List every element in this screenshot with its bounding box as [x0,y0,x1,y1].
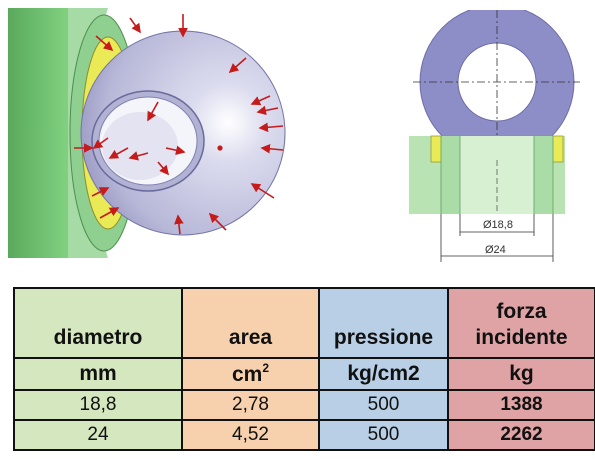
cell-diametro: 24 [13,419,183,451]
header-pressione: pressione [318,287,449,359]
cell-diametro: 18,8 [13,389,183,421]
ball-bore [91,90,205,192]
cell-area: 4,52 [181,419,320,451]
table-row: 24 4,52 500 2262 [13,419,595,451]
units-row: mm cm2 kg/cm2 kg [13,357,595,391]
table-row: 18,8 2,78 500 1388 [13,389,595,421]
dimension-lines [440,214,554,262]
cell-pressione: 500 [318,389,449,421]
ring-top-view [413,10,580,160]
unit-area-exp: 2 [262,361,270,375]
ball-seat-3d-view [8,8,286,258]
unit-area-base: cm [231,363,263,386]
cell-forza: 1388 [447,389,595,421]
cell-pressione: 500 [318,419,449,451]
dim-inner-label: Ø18,8 [483,219,513,231]
ball-seat-section-view: Ø18,8 Ø24 [409,10,580,262]
seat-section [409,135,565,214]
header-forza-incidente: forza incidente [447,287,595,359]
header-forza-line1: forza [496,300,547,323]
unit-pressione: kg/cm2 [318,357,449,391]
unit-area: cm2 [181,357,320,391]
header-diametro: diametro [13,287,183,359]
dim-outer-label: Ø24 [485,244,506,256]
cell-forza: 2262 [447,419,595,451]
header-row: diametro area pressione forza incidente [13,287,595,359]
unit-forza: kg [447,357,595,391]
force-table: diametro area pressione forza incidente … [13,287,595,451]
header-area: area [181,287,320,359]
header-forza-line2: incidente [475,326,568,349]
pressure-arrows [74,14,284,235]
cell-area: 2,78 [181,389,320,421]
force-point [217,145,223,151]
unit-diametro: mm [13,357,183,391]
